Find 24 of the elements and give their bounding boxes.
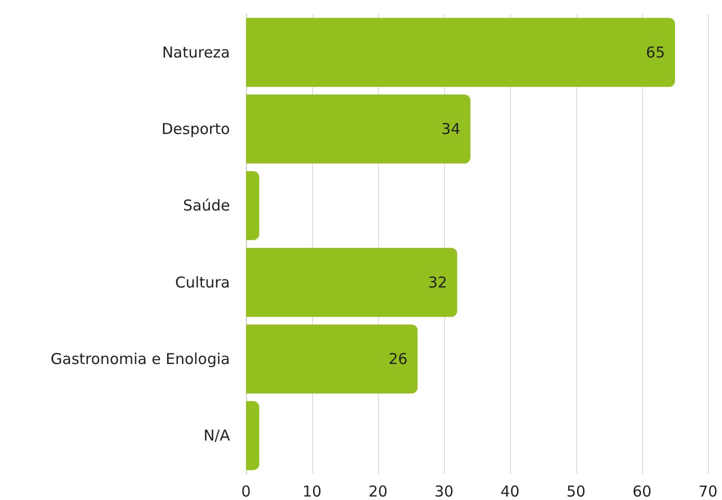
bar — [246, 401, 260, 470]
data-label: 34 — [441, 120, 460, 138]
y-tick-label: Gastronomia e Enologia — [50, 350, 230, 368]
x-tick-label: 10 — [302, 482, 322, 500]
x-tick-label: 0 — [241, 482, 251, 500]
y-tick-label: Desporto — [161, 120, 230, 138]
x-tick-label: 50 — [566, 482, 586, 500]
y-tick-label: Natureza — [162, 43, 230, 62]
bar — [246, 94, 470, 164]
bar — [246, 171, 260, 240]
y-tick-label: Cultura — [175, 273, 230, 292]
data-label: 32 — [428, 273, 448, 292]
x-tick-label: 70 — [698, 482, 718, 500]
y-tick-label: N/A — [203, 426, 231, 445]
bar — [246, 324, 418, 394]
data-label: 65 — [646, 43, 665, 62]
x-tick-label: 20 — [368, 482, 388, 500]
data-label: 26 — [388, 350, 408, 368]
y-tick-label: Saúde — [183, 196, 230, 215]
bar — [246, 18, 675, 87]
x-tick-label: 30 — [434, 482, 454, 500]
x-tick-label: 40 — [500, 482, 520, 500]
bar — [246, 248, 458, 317]
x-tick-label: 60 — [632, 482, 652, 500]
